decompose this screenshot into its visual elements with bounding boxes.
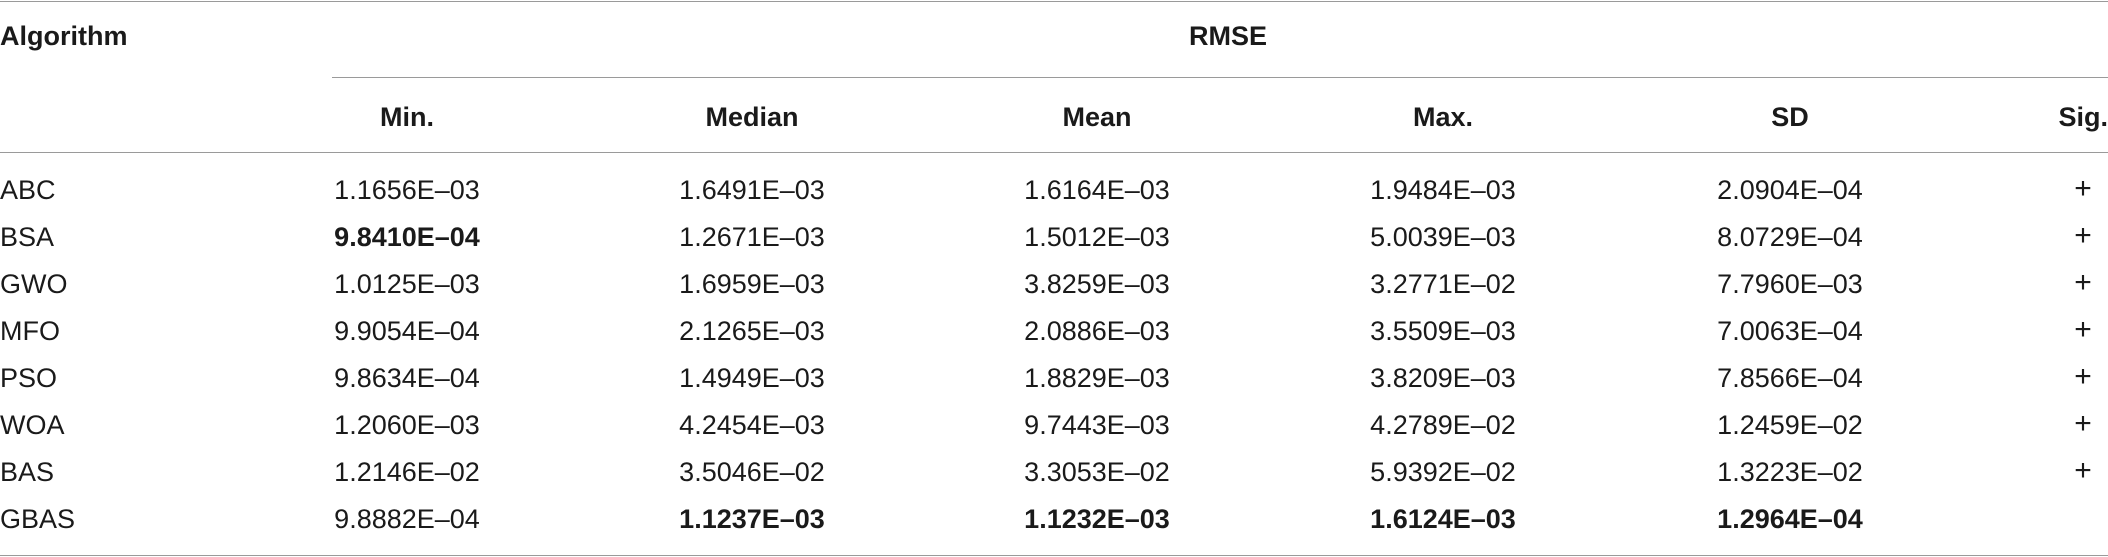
mean-cell: 2.0886E–03 bbox=[1024, 316, 1170, 346]
sig-cell: + bbox=[2074, 360, 2092, 393]
max-cell: 5.9392E–02 bbox=[1370, 457, 1516, 487]
sig-cell: + bbox=[2074, 172, 2092, 205]
mean-cell: 1.8829E–03 bbox=[1024, 363, 1170, 393]
median-cell: 1.4949E–03 bbox=[679, 363, 825, 393]
algorithm-cell: GBAS bbox=[0, 504, 76, 534]
group-rule bbox=[332, 77, 2108, 78]
mean-cell: 9.7443E–03 bbox=[1024, 410, 1170, 440]
median-cell: 3.5046E–02 bbox=[679, 457, 825, 487]
mean-cell: 1.6164E–03 bbox=[1024, 175, 1170, 205]
algorithm-cell: ABC bbox=[0, 175, 56, 205]
sd-cell: 1.3223E–02 bbox=[1717, 457, 1863, 487]
mean-cell: 1.5012E–03 bbox=[1024, 222, 1170, 252]
column-header-mean: Mean bbox=[1062, 102, 1132, 132]
median-cell: 1.6959E–03 bbox=[679, 269, 825, 299]
bottom-rule bbox=[0, 555, 2108, 556]
algorithm-cell: BSA bbox=[0, 222, 55, 252]
algorithm-cell: WOA bbox=[0, 410, 65, 440]
max-cell: 1.6124E–03 bbox=[1370, 504, 1516, 534]
max-cell: 3.2771E–02 bbox=[1370, 269, 1516, 299]
top-rule bbox=[0, 1, 2108, 2]
sd-cell: 7.0063E–04 bbox=[1717, 316, 1863, 346]
mean-cell: 1.1232E–03 bbox=[1024, 504, 1170, 534]
algorithm-header: Algorithm bbox=[0, 21, 128, 51]
sd-cell: 7.8566E–04 bbox=[1717, 363, 1863, 393]
algorithm-cell: PSO bbox=[0, 363, 58, 393]
median-cell: 4.2454E–03 bbox=[679, 410, 825, 440]
column-header-max: Max. bbox=[1412, 102, 1474, 132]
sd-cell: 1.2459E–02 bbox=[1717, 410, 1863, 440]
min-cell: 1.1656E–03 bbox=[334, 175, 480, 205]
max-cell: 3.8209E–03 bbox=[1370, 363, 1516, 393]
rmse-group-header: RMSE bbox=[1188, 21, 1268, 51]
sig-cell: + bbox=[2074, 219, 2092, 252]
column-header-median: Median bbox=[705, 102, 799, 132]
sig-cell: + bbox=[2074, 454, 2092, 487]
mean-cell: 3.8259E–03 bbox=[1024, 269, 1170, 299]
sig-cell: + bbox=[2074, 407, 2092, 440]
mean-cell: 3.3053E–02 bbox=[1024, 457, 1170, 487]
min-cell: 9.8634E–04 bbox=[334, 363, 480, 393]
median-cell: 1.1237E–03 bbox=[679, 504, 825, 534]
algorithm-cell: MFO bbox=[0, 316, 60, 346]
max-cell: 1.9484E–03 bbox=[1370, 175, 1516, 205]
sd-cell: 7.7960E–03 bbox=[1717, 269, 1863, 299]
sig-cell: + bbox=[2074, 313, 2092, 346]
algorithm-cell: GWO bbox=[0, 269, 68, 299]
sig-cell: + bbox=[2074, 266, 2092, 299]
median-cell: 2.1265E–03 bbox=[679, 316, 825, 346]
median-cell: 1.2671E–03 bbox=[679, 222, 825, 252]
column-header-min: Min. bbox=[380, 102, 434, 132]
min-cell: 1.2060E–03 bbox=[334, 410, 480, 440]
max-cell: 3.5509E–03 bbox=[1370, 316, 1516, 346]
sd-cell: 2.0904E–04 bbox=[1717, 175, 1863, 205]
column-header-sig: Sig. bbox=[2058, 102, 2108, 132]
max-cell: 5.0039E–03 bbox=[1370, 222, 1516, 252]
min-cell: 1.0125E–03 bbox=[334, 269, 480, 299]
sd-cell: 1.2964E–04 bbox=[1717, 504, 1863, 534]
min-cell: 1.2146E–02 bbox=[334, 457, 480, 487]
median-cell: 1.6491E–03 bbox=[679, 175, 825, 205]
max-cell: 4.2789E–02 bbox=[1370, 410, 1516, 440]
column-header-sd: SD bbox=[1771, 102, 1809, 132]
min-cell: 9.8410E–04 bbox=[334, 222, 480, 252]
min-cell: 9.9054E–04 bbox=[334, 316, 480, 346]
header-rule bbox=[0, 152, 2108, 153]
sd-cell: 8.0729E–04 bbox=[1717, 222, 1863, 252]
min-cell: 9.8882E–04 bbox=[334, 504, 480, 534]
algorithm-cell: BAS bbox=[0, 457, 55, 487]
